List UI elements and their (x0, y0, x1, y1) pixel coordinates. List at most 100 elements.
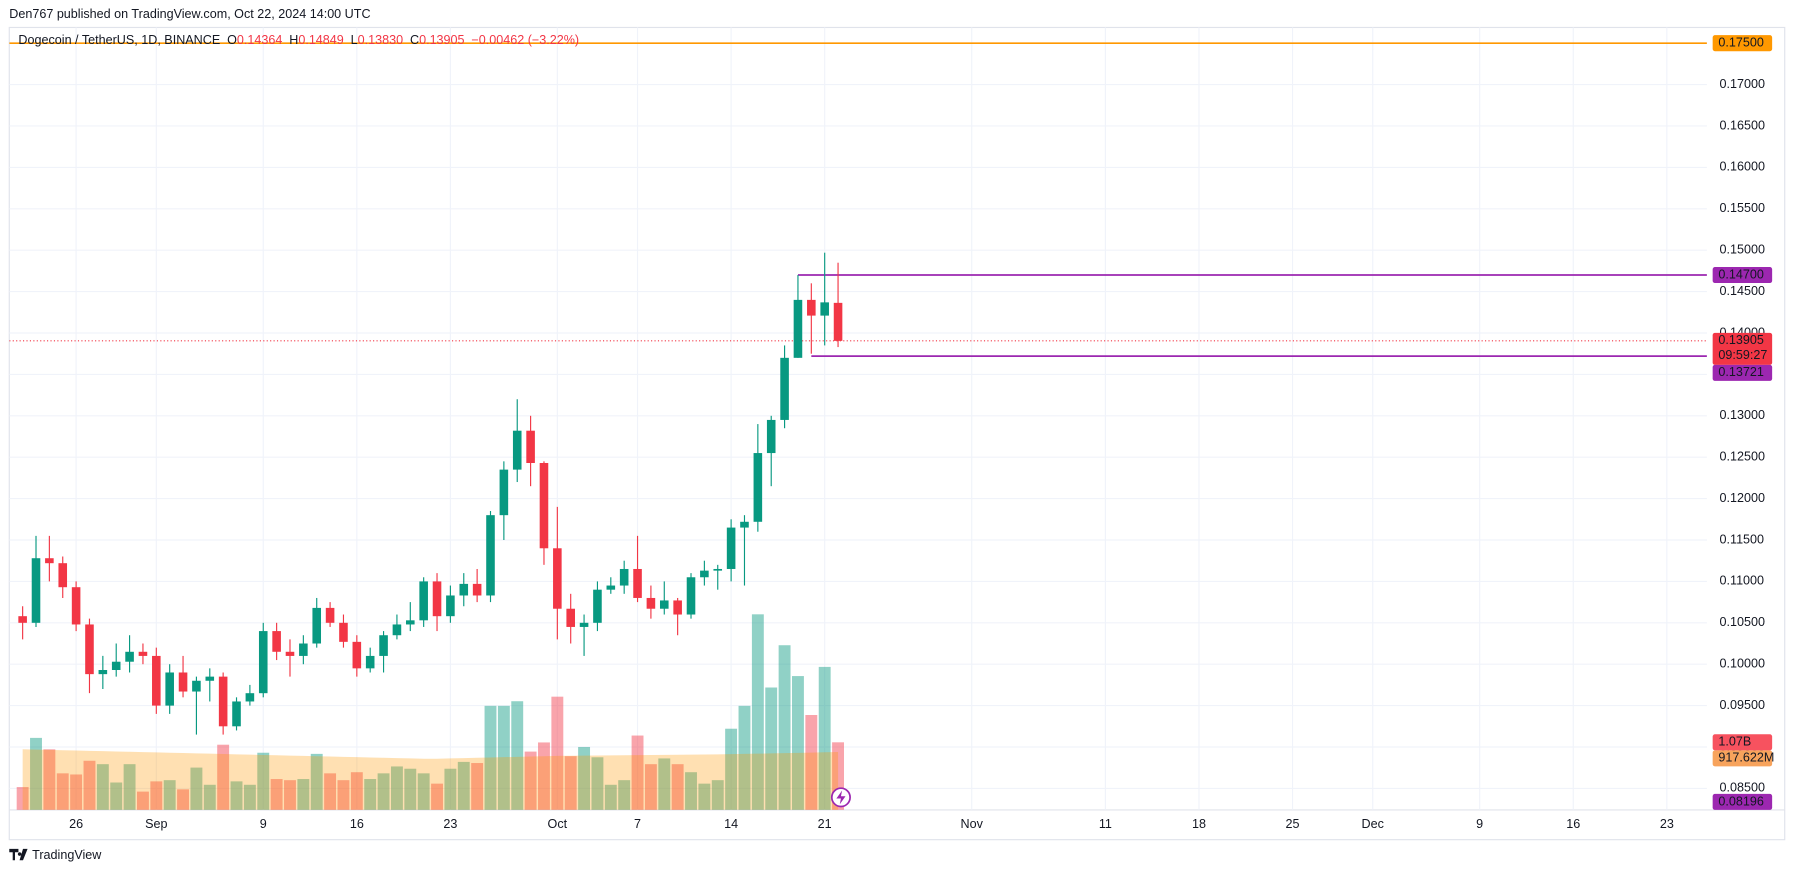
volume-bar (230, 781, 243, 810)
axis-marker (1712, 793, 1773, 810)
volume-bar (163, 780, 176, 810)
y-tick-label: 0.15000 (1720, 243, 1765, 257)
candles (18, 252, 843, 735)
x-tick-label: 23 (1660, 817, 1674, 831)
volume-bar (110, 782, 123, 810)
volume-bar (497, 705, 510, 810)
legend-value: 0.13905 (419, 34, 464, 48)
candle-body (138, 651, 148, 656)
candle-body (245, 693, 255, 702)
candle-body (419, 581, 428, 621)
y-tick-label: 0.17000 (1720, 77, 1765, 91)
volume-bar (792, 676, 804, 810)
volume-bar (751, 614, 764, 810)
candle-body (192, 680, 201, 692)
legend-change: −0.00462 (−3.22%) (471, 34, 579, 48)
candle-body (780, 357, 789, 420)
volume-bar (270, 779, 283, 810)
volume-bar (805, 715, 818, 810)
candle-body (152, 655, 161, 706)
y-tick-label: 0.09500 (1720, 698, 1765, 712)
alert-icon (830, 787, 851, 808)
legend-key: L (351, 34, 358, 48)
volume-ma-area (22, 749, 839, 810)
axis-marker (1712, 364, 1773, 381)
candle-body (446, 595, 455, 617)
x-tick-label: 14 (724, 817, 738, 831)
x-tick-label: Dec (1362, 817, 1384, 831)
candle-body (579, 622, 589, 627)
axis-marker-label: 0.13905 (1718, 333, 1763, 347)
volume-bar (16, 787, 29, 810)
volume-bar (711, 780, 724, 810)
candle-body (299, 643, 308, 656)
candle-body (125, 651, 134, 662)
y-tick-label: 0.15500 (1720, 201, 1765, 215)
candle-body (71, 587, 81, 625)
axis-marker (1712, 267, 1773, 284)
x-tick-label: Nov (961, 817, 984, 831)
candle-body (646, 597, 656, 609)
volume-bar (297, 779, 310, 810)
candle-body (165, 672, 174, 706)
axis-marker-label: 1.07B (1718, 735, 1751, 749)
candle-body (686, 577, 696, 615)
volume-bar (243, 784, 256, 810)
candle-body (673, 600, 682, 615)
x-tick-label: 9 (260, 817, 267, 831)
volume-bar (671, 764, 684, 810)
volume-bar (484, 705, 497, 810)
volume-bar (551, 696, 564, 810)
volume-bar (725, 728, 738, 810)
volume-bar (658, 758, 671, 810)
candle-body (459, 583, 469, 596)
volume-bar (778, 645, 791, 810)
candle-body (406, 620, 415, 625)
symbol: Dogecoin / TetherUS, 1D, BINANCE (18, 34, 220, 48)
axis-marker-label: 0.14700 (1718, 267, 1763, 281)
legend-value: 0.14849 (298, 34, 343, 48)
volume-bar (337, 780, 350, 810)
volume-bar (203, 784, 216, 810)
candle-body (700, 570, 709, 578)
volume-bar (257, 752, 270, 810)
volume-bar (765, 687, 778, 810)
candle-body (379, 635, 388, 656)
axis-marker (1712, 734, 1773, 751)
candle-body (753, 453, 763, 522)
candle-body (392, 624, 402, 636)
publish-info: Den767 published on TradingView.com, Oct… (9, 7, 370, 21)
x-tick-label: Sep (145, 817, 167, 831)
candle-body (619, 568, 629, 586)
candle-body (432, 581, 442, 617)
legend-key: O (227, 34, 237, 48)
candle-body (232, 701, 241, 727)
volume-bar (310, 753, 323, 810)
candle-body (352, 641, 362, 669)
volume-bar (177, 789, 189, 810)
candle-body (820, 302, 829, 316)
volume-bar (457, 761, 470, 810)
candle-body (218, 676, 228, 727)
candle-body (606, 585, 616, 590)
candle-body (85, 624, 94, 675)
y-tick-label: 0.16000 (1720, 160, 1765, 174)
candle-body (98, 670, 108, 675)
volume-bar (324, 773, 337, 810)
y-tick-label: 0.16500 (1720, 118, 1765, 132)
y-tick-label: 0.10500 (1720, 615, 1765, 629)
volume-bar (417, 773, 430, 810)
axis-marker (1712, 750, 1773, 767)
volume-bar (538, 742, 550, 810)
candle-body (205, 676, 215, 681)
x-tick-label: 23 (443, 817, 457, 831)
candle-body (713, 568, 723, 571)
axis-marker-label: 0.17500 (1718, 36, 1763, 50)
candle-body (593, 589, 602, 623)
frame (8, 26, 1786, 841)
legend-key: C (410, 34, 419, 48)
candle-body (272, 631, 281, 652)
